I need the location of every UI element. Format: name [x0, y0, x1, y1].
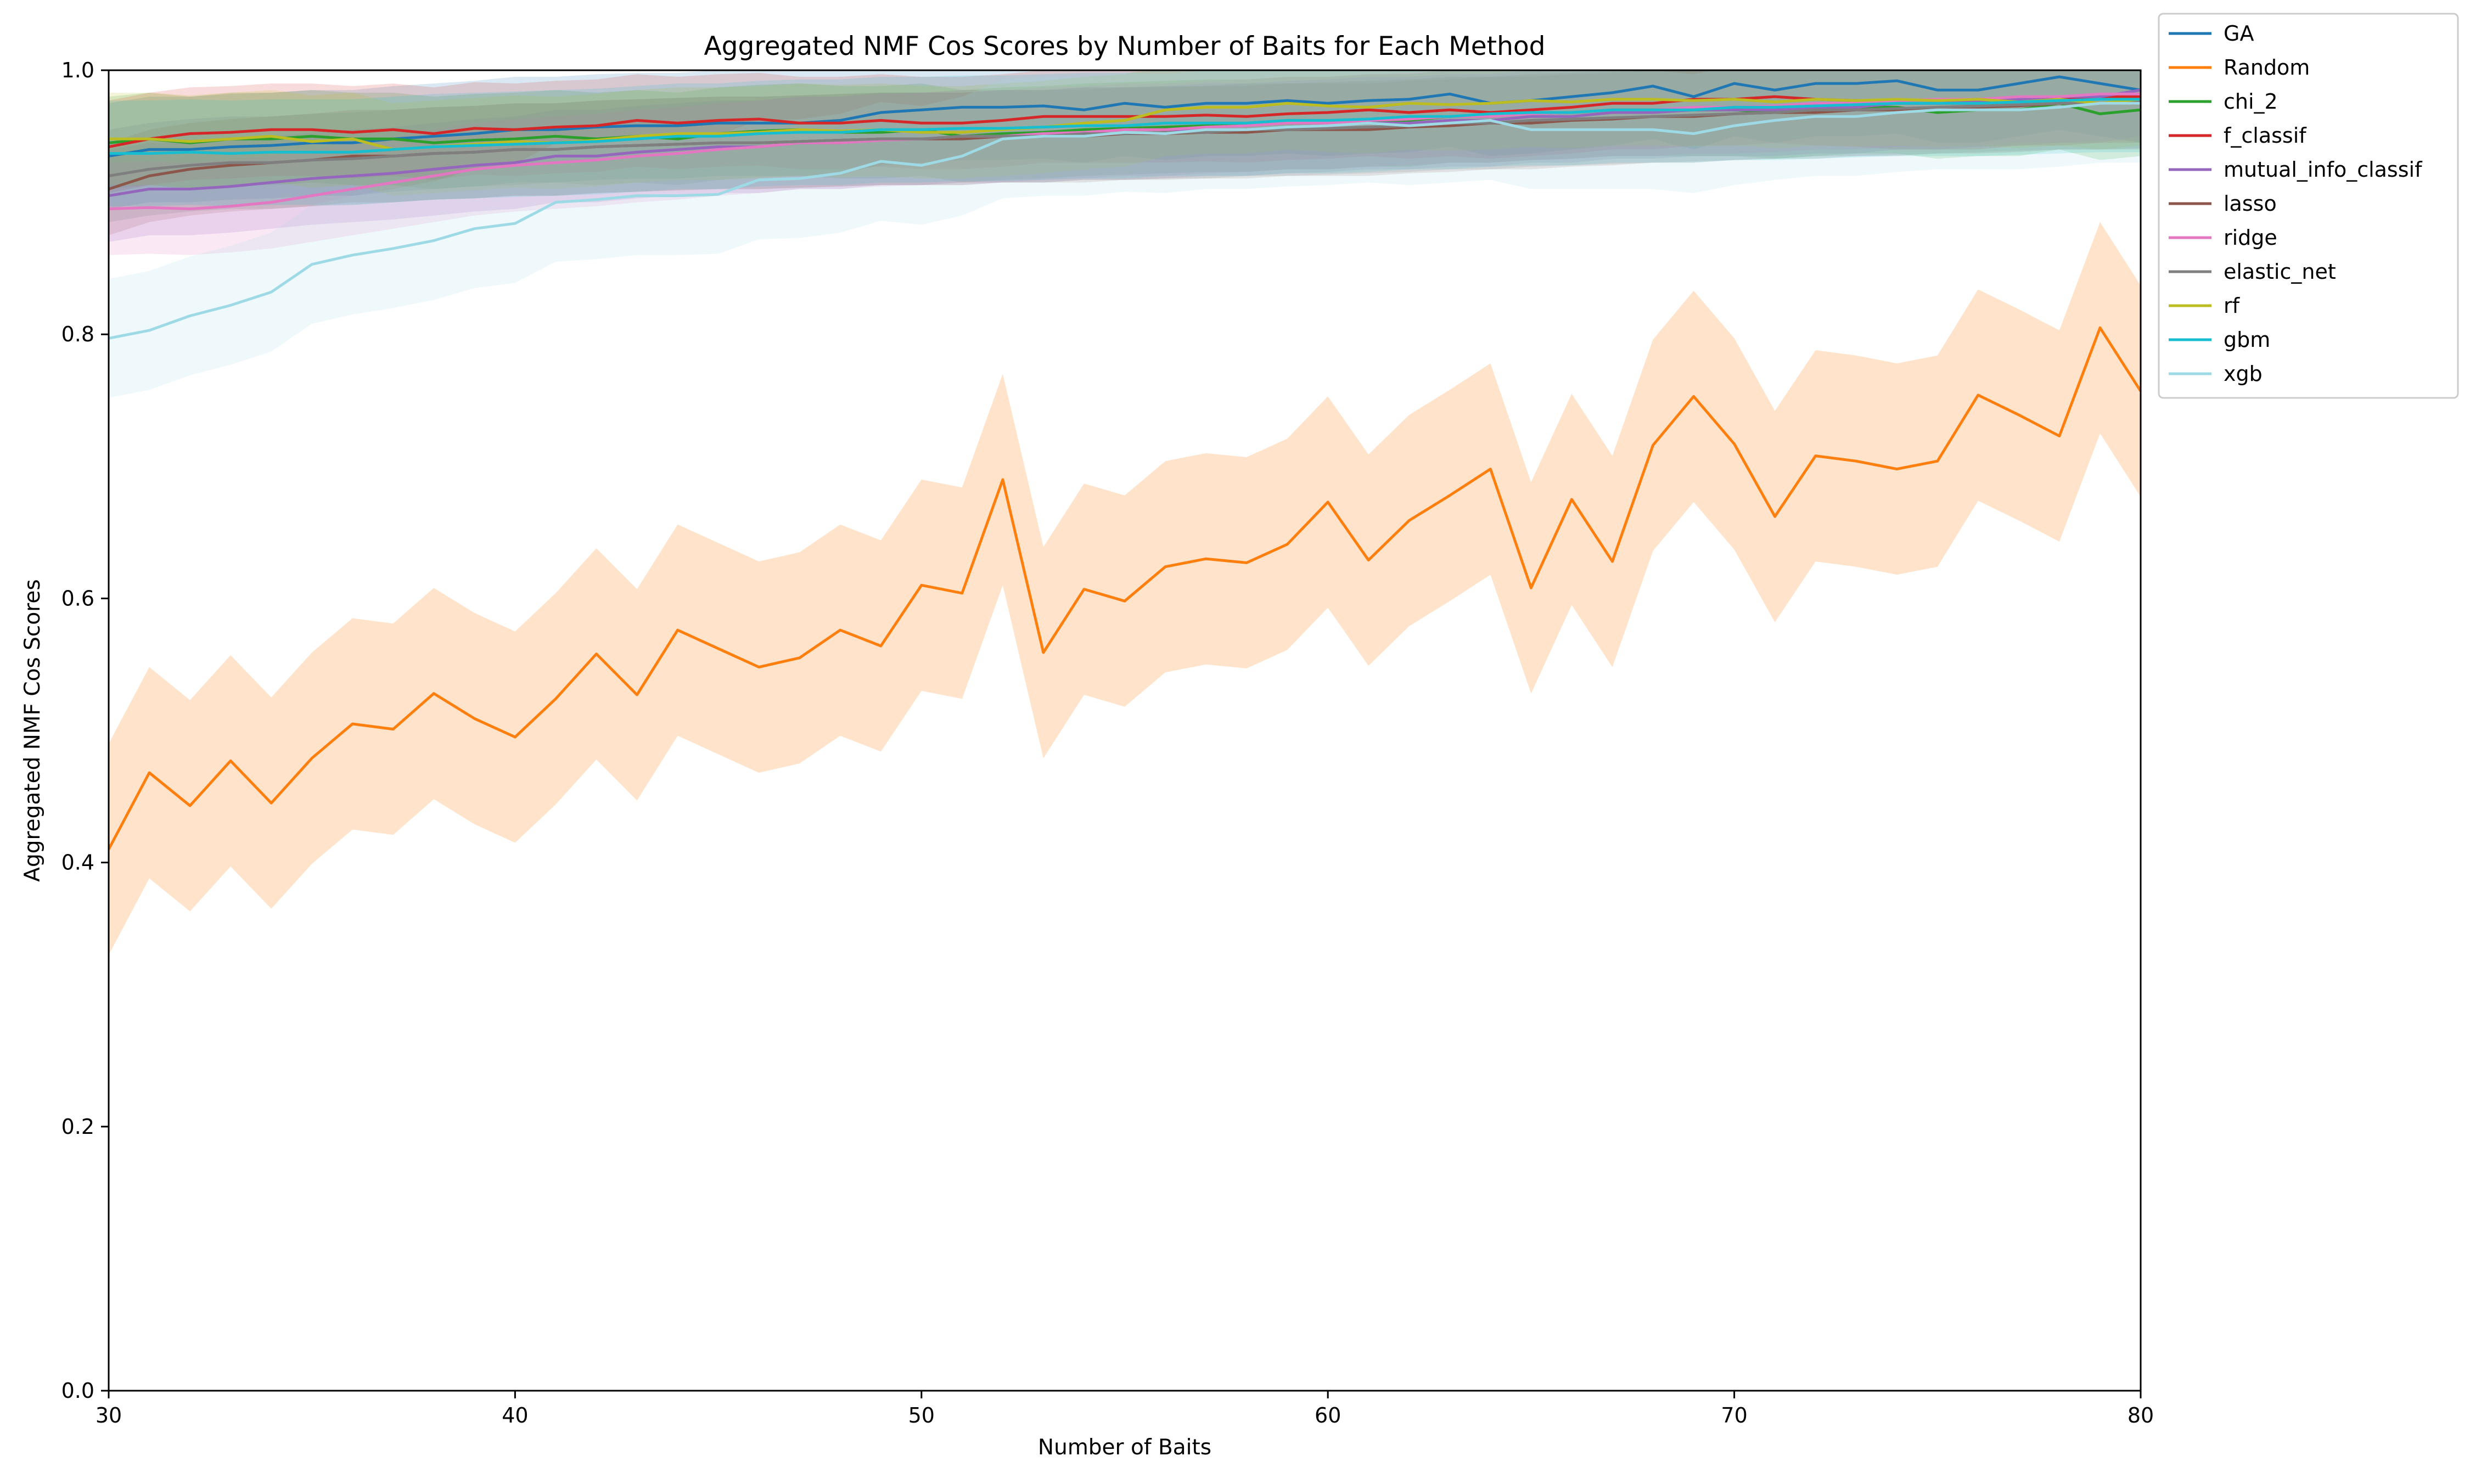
legend-label: elastic_net: [2224, 260, 2336, 284]
x-axis-label: Number of Baits: [1038, 1435, 1211, 1460]
y-tick-label: 0.4: [61, 851, 94, 875]
band-elastic-net: [109, 70, 2141, 222]
line-f-classif: [109, 95, 2141, 148]
y-tick-label: 0.0: [61, 1379, 94, 1403]
legend-label: rf: [2224, 294, 2241, 318]
band-xgb: [109, 70, 2141, 398]
legend-frame: [2158, 13, 2459, 399]
plot-frame: [108, 69, 2142, 1392]
legend-label: lasso: [2224, 192, 2277, 216]
y-tick-label: 1.0: [61, 58, 94, 82]
legend-label: f_classif: [2224, 123, 2307, 148]
legend: GA Random chi_2 f_classif mutual_info_classi…: [2158, 13, 2459, 399]
legend-label: chi_2: [2224, 89, 2278, 114]
x-tick-label: 30: [96, 1403, 122, 1427]
band-GA: [109, 70, 2141, 209]
x-tick-label: 50: [908, 1403, 935, 1427]
series-lines: [109, 75, 2141, 850]
x-tick-label: 70: [1721, 1403, 1747, 1427]
y-tick-label: 0.6: [61, 586, 94, 610]
x-tick-label: 40: [502, 1403, 528, 1427]
legend-label: xgb: [2224, 362, 2263, 386]
line-Random: [109, 326, 2141, 850]
y-tick-label: 0.2: [61, 1115, 94, 1139]
y-axis: 0.0 0.2 0.4 0.6 0.8 1.0: [61, 58, 109, 1403]
legend-label: ridge: [2224, 226, 2277, 250]
confidence-bands: [109, 70, 2141, 955]
line-GA: [109, 75, 2141, 158]
plot-area: [109, 70, 2141, 1391]
line-xgb: [109, 102, 2141, 340]
legend-label: mutual_info_classif: [2224, 158, 2423, 182]
legend-label: gbm: [2224, 328, 2270, 352]
line-gbm: [109, 98, 2141, 155]
chart-title: Aggregated NMF Cos Scores by Number of B…: [704, 31, 1546, 61]
x-tick-label: 60: [1315, 1403, 1341, 1427]
x-tick-label: 80: [2127, 1403, 2154, 1427]
y-axis-label: Aggregated NMF Cos Scores: [20, 579, 45, 881]
x-axis: 30 40 50 60 70 80: [96, 1391, 2154, 1427]
legend-label: Random: [2224, 55, 2310, 80]
y-tick-label: 0.8: [61, 322, 94, 346]
band-Random: [109, 222, 2141, 955]
legend-label: GA: [2224, 21, 2254, 46]
line-ridge: [109, 92, 2141, 211]
